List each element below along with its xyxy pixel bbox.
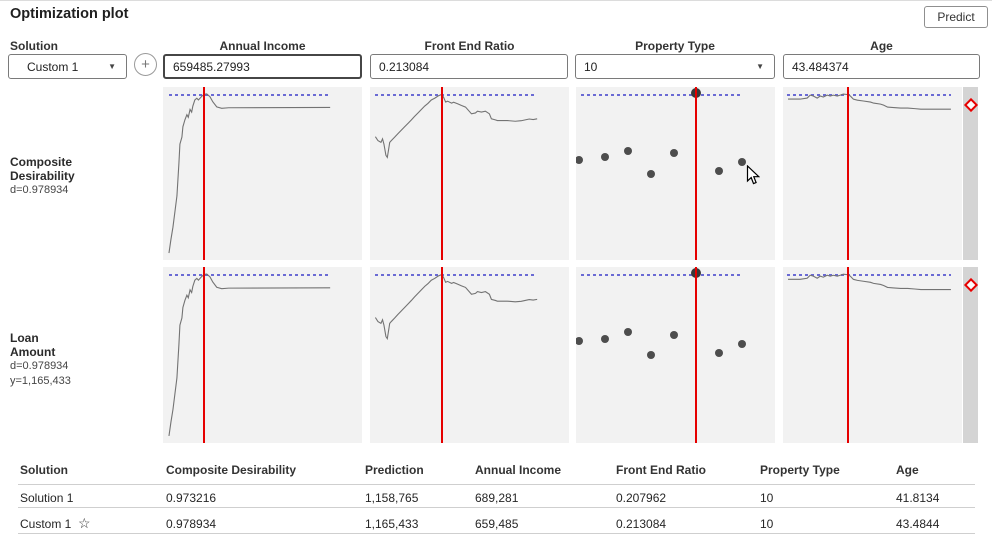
- plot-composite-front-end-ratio[interactable]: [370, 87, 569, 260]
- col-header-annual-income: Annual Income: [475, 463, 562, 477]
- table-divider: [18, 484, 975, 485]
- current-value-line[interactable]: [441, 267, 444, 443]
- scatter-dot: [669, 149, 678, 158]
- current-value-line[interactable]: [694, 267, 697, 443]
- plot-composite-property-type[interactable]: [576, 87, 775, 260]
- scatter-dot: [623, 147, 632, 155]
- predict-button[interactable]: Predict: [924, 6, 988, 28]
- response-label-composite-desirability: Composite Desirability d=0.978934: [10, 155, 130, 198]
- scatter-dot: [737, 158, 746, 167]
- col-header-property-type: Property Type: [760, 463, 840, 477]
- col-header-front-end-ratio: Front End Ratio: [616, 463, 706, 477]
- profile-curve: [163, 267, 362, 443]
- current-value-line[interactable]: [202, 267, 205, 443]
- scatter-dot: [647, 169, 656, 178]
- current-value-line[interactable]: [846, 267, 849, 443]
- plot-composite-age[interactable]: [783, 87, 962, 260]
- row1-front-end-ratio: 0.207962: [616, 491, 667, 505]
- reference-dotted-line: [374, 93, 538, 96]
- current-value-line[interactable]: [202, 87, 205, 260]
- reference-dotted-line: [168, 93, 331, 96]
- solution-select[interactable]: Custom 1 ▼: [8, 54, 127, 79]
- plot-loan-annual-income[interactable]: [163, 267, 362, 443]
- scatter-dot: [669, 330, 678, 339]
- current-value-line[interactable]: [441, 87, 444, 260]
- loan-d-value: d=0.978934: [10, 360, 69, 372]
- reference-dotted-line: [168, 274, 331, 277]
- row2-solution: Custom 1: [20, 517, 72, 531]
- reference-dotted-line: [580, 93, 744, 96]
- solution-select-value: Custom 1: [27, 59, 79, 74]
- row1-age: 41.8134: [896, 491, 940, 505]
- scatter-dot: [576, 336, 583, 345]
- table-divider: [18, 533, 975, 534]
- scatter-dot: [576, 155, 583, 164]
- loan-y-value: y=1,165,433: [10, 374, 71, 387]
- annual-income-input[interactable]: [163, 54, 362, 79]
- desirability-marker-icon[interactable]: [963, 277, 978, 293]
- composite-d-value: d=0.978934: [10, 184, 69, 196]
- col-header-composite-desirability: Composite Desirability: [166, 463, 297, 477]
- profile-curve: [163, 87, 362, 260]
- reference-dotted-line: [787, 93, 952, 96]
- plot-loan-property-type[interactable]: [576, 267, 775, 443]
- row2-prediction: 1,165,433: [365, 517, 419, 531]
- reference-dotted-line: [580, 274, 744, 277]
- scatter-dot: [601, 334, 610, 343]
- factor-label-age: Age: [870, 39, 893, 53]
- row1-property-type: 10: [760, 491, 774, 505]
- response-label-loan-amount: Loan Amount d=0.978934 y=1,165,433: [10, 331, 130, 388]
- factor-label-front-end-ratio: Front End Ratio: [424, 39, 515, 53]
- property-type-select[interactable]: 10 ▼: [575, 54, 775, 79]
- row1-annual-income: 689,281: [475, 491, 519, 505]
- row2-front-end-ratio: 0.213084: [616, 517, 667, 531]
- chevron-down-icon: ▼: [756, 62, 764, 71]
- profile-curve: [370, 267, 569, 443]
- col-header-solution: Solution: [20, 463, 68, 477]
- table-divider: [18, 507, 975, 508]
- desirability-marker-icon[interactable]: [963, 97, 978, 113]
- col-header-prediction: Prediction: [365, 463, 424, 477]
- page-title: Optimization plot: [10, 6, 129, 22]
- scatter-dot: [623, 328, 632, 337]
- profile-curve: [370, 87, 569, 260]
- desirability-scale-track[interactable]: [963, 267, 978, 443]
- plot-loan-front-end-ratio[interactable]: [370, 267, 569, 443]
- reference-dotted-line: [787, 274, 952, 277]
- age-input[interactable]: [783, 54, 980, 79]
- scatter-dot: [715, 348, 724, 357]
- current-value-line[interactable]: [694, 87, 697, 260]
- star-icon[interactable]: ☆: [78, 515, 91, 531]
- row1-prediction: 1,158,765: [365, 491, 419, 505]
- row1-solution: Solution 1: [20, 491, 74, 505]
- front-end-ratio-input[interactable]: [370, 54, 568, 79]
- row2-property-type: 10: [760, 517, 774, 531]
- row1-composite-desirability: 0.973216: [166, 491, 217, 505]
- row2-composite-desirability: 0.978934: [166, 517, 217, 531]
- factor-label-annual-income: Annual Income: [219, 39, 306, 53]
- scatter-dot: [715, 167, 724, 176]
- scatter-dot: [647, 351, 656, 359]
- chevron-down-icon: ▼: [108, 62, 116, 71]
- col-header-age: Age: [896, 463, 919, 477]
- scatter-dot: [737, 339, 746, 348]
- factor-label-property-type: Property Type: [635, 39, 715, 53]
- solution-label: Solution: [10, 39, 58, 53]
- row2-annual-income: 659,485: [475, 517, 519, 531]
- profile-curve: [783, 267, 962, 443]
- property-type-select-value: 10: [584, 59, 598, 74]
- current-value-line[interactable]: [846, 87, 849, 260]
- scatter-dot: [601, 153, 610, 162]
- profile-curve: [783, 87, 962, 260]
- plot-loan-age[interactable]: [783, 267, 962, 443]
- plot-composite-annual-income[interactable]: [163, 87, 362, 260]
- reference-dotted-line: [374, 274, 538, 277]
- row2-age: 43.4844: [896, 517, 940, 531]
- desirability-scale-track[interactable]: [963, 87, 978, 260]
- add-solution-button[interactable]: +: [134, 53, 157, 76]
